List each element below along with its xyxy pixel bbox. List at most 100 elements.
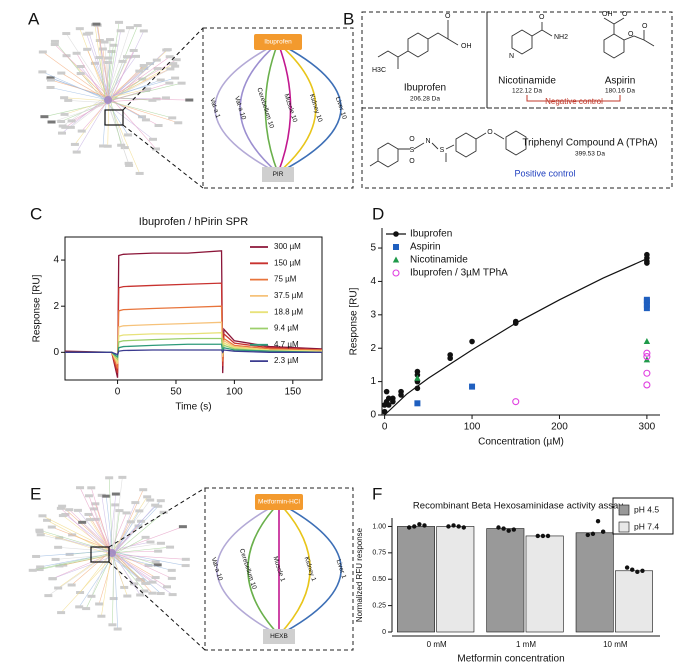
replicate-point (422, 523, 427, 528)
network-edge (106, 99, 129, 164)
network-edge (107, 22, 120, 99)
replicate-point (630, 567, 635, 572)
atom: N (509, 53, 514, 60)
edge-label: Vat-a 10 (233, 96, 247, 121)
network-node (174, 121, 183, 125)
x-axis-label: Metformin concentration (457, 654, 564, 665)
network-edge (39, 531, 115, 556)
network-node (140, 589, 149, 593)
network-node (54, 586, 63, 590)
atom: O (487, 129, 493, 136)
point (383, 388, 390, 395)
network-node (70, 142, 79, 146)
network-node (115, 509, 124, 513)
zoom-line (122, 124, 204, 189)
y-tick-label: 5 (370, 243, 376, 254)
network-node (73, 508, 82, 512)
legend-label: 18.8 µM (274, 307, 303, 316)
panel-letter: A (28, 9, 40, 28)
x-tick-label: 50 (170, 387, 182, 398)
y-tick-label: 0 (370, 410, 376, 421)
network-node (100, 40, 109, 44)
node-bottom (262, 167, 294, 182)
network-node (102, 494, 111, 498)
zoom-box (204, 487, 354, 651)
network-node (153, 563, 162, 567)
network-node (142, 581, 151, 585)
network-edge (101, 495, 111, 554)
network-edge (278, 502, 342, 636)
replicate-point (624, 565, 630, 570)
network-node (35, 530, 44, 534)
point (469, 338, 475, 345)
network-edge (110, 500, 162, 554)
network-node (97, 493, 106, 497)
bar (525, 535, 564, 633)
network-node (28, 568, 37, 572)
network-node (38, 514, 47, 518)
network-edge (54, 44, 111, 99)
network-node (151, 147, 160, 151)
network-edge (109, 50, 134, 102)
legend-swatch (618, 504, 630, 516)
atom: O (445, 13, 451, 20)
network-edge (105, 96, 147, 121)
network-node (123, 594, 132, 598)
atom: S (440, 147, 445, 154)
edge-label: Vat-a 10 (210, 557, 224, 582)
point (512, 320, 519, 326)
legend-label: pH 7.4 (634, 521, 659, 531)
x-tick-label: 0 (382, 422, 388, 433)
network-node (151, 560, 160, 564)
network-edge (106, 100, 173, 119)
point (643, 353, 651, 361)
network-node (66, 125, 75, 129)
network-node (95, 602, 104, 606)
legend-box (612, 497, 674, 535)
network-edge (114, 537, 146, 555)
network-node (47, 78, 56, 82)
network-node (124, 133, 133, 137)
y-tick-label: 0 (382, 629, 386, 636)
legend-label: Ibuprofen / 3µM TPhA (410, 268, 508, 279)
network-node (177, 81, 186, 85)
point (414, 374, 421, 381)
network-edge (108, 494, 117, 554)
chart-title: Ibuprofen / hPirin SPR (139, 216, 249, 228)
network-edge (277, 42, 342, 174)
network-edge (264, 42, 279, 174)
zoom-line (108, 487, 206, 548)
network-node (82, 32, 91, 36)
network-node (57, 71, 66, 75)
network-edge (71, 102, 107, 122)
network-node (90, 61, 99, 65)
network-edge (66, 33, 109, 99)
network-edge (99, 57, 107, 103)
network-node (122, 511, 131, 515)
control-label: Negative control (545, 97, 603, 106)
network-node (65, 552, 74, 556)
network-node (51, 557, 60, 561)
edge-label: Liver 10 (334, 96, 348, 121)
network-edge (110, 97, 157, 150)
network-node (143, 495, 152, 499)
network-node (123, 55, 132, 59)
network-edge (86, 34, 109, 98)
bar (436, 526, 475, 633)
network-node (133, 24, 142, 28)
bar (575, 532, 614, 633)
network-edge (96, 24, 111, 99)
network-node (166, 545, 175, 549)
point (398, 392, 404, 398)
network-edge (36, 550, 114, 557)
network-node (43, 518, 52, 522)
network-node (156, 78, 165, 82)
replicate-point (511, 527, 517, 532)
network-node (67, 583, 76, 587)
network-node (168, 116, 177, 120)
network-edge (277, 42, 292, 174)
network-node (154, 124, 163, 128)
network-node (60, 96, 69, 100)
replicate-point (590, 531, 596, 537)
network-node (162, 585, 171, 589)
